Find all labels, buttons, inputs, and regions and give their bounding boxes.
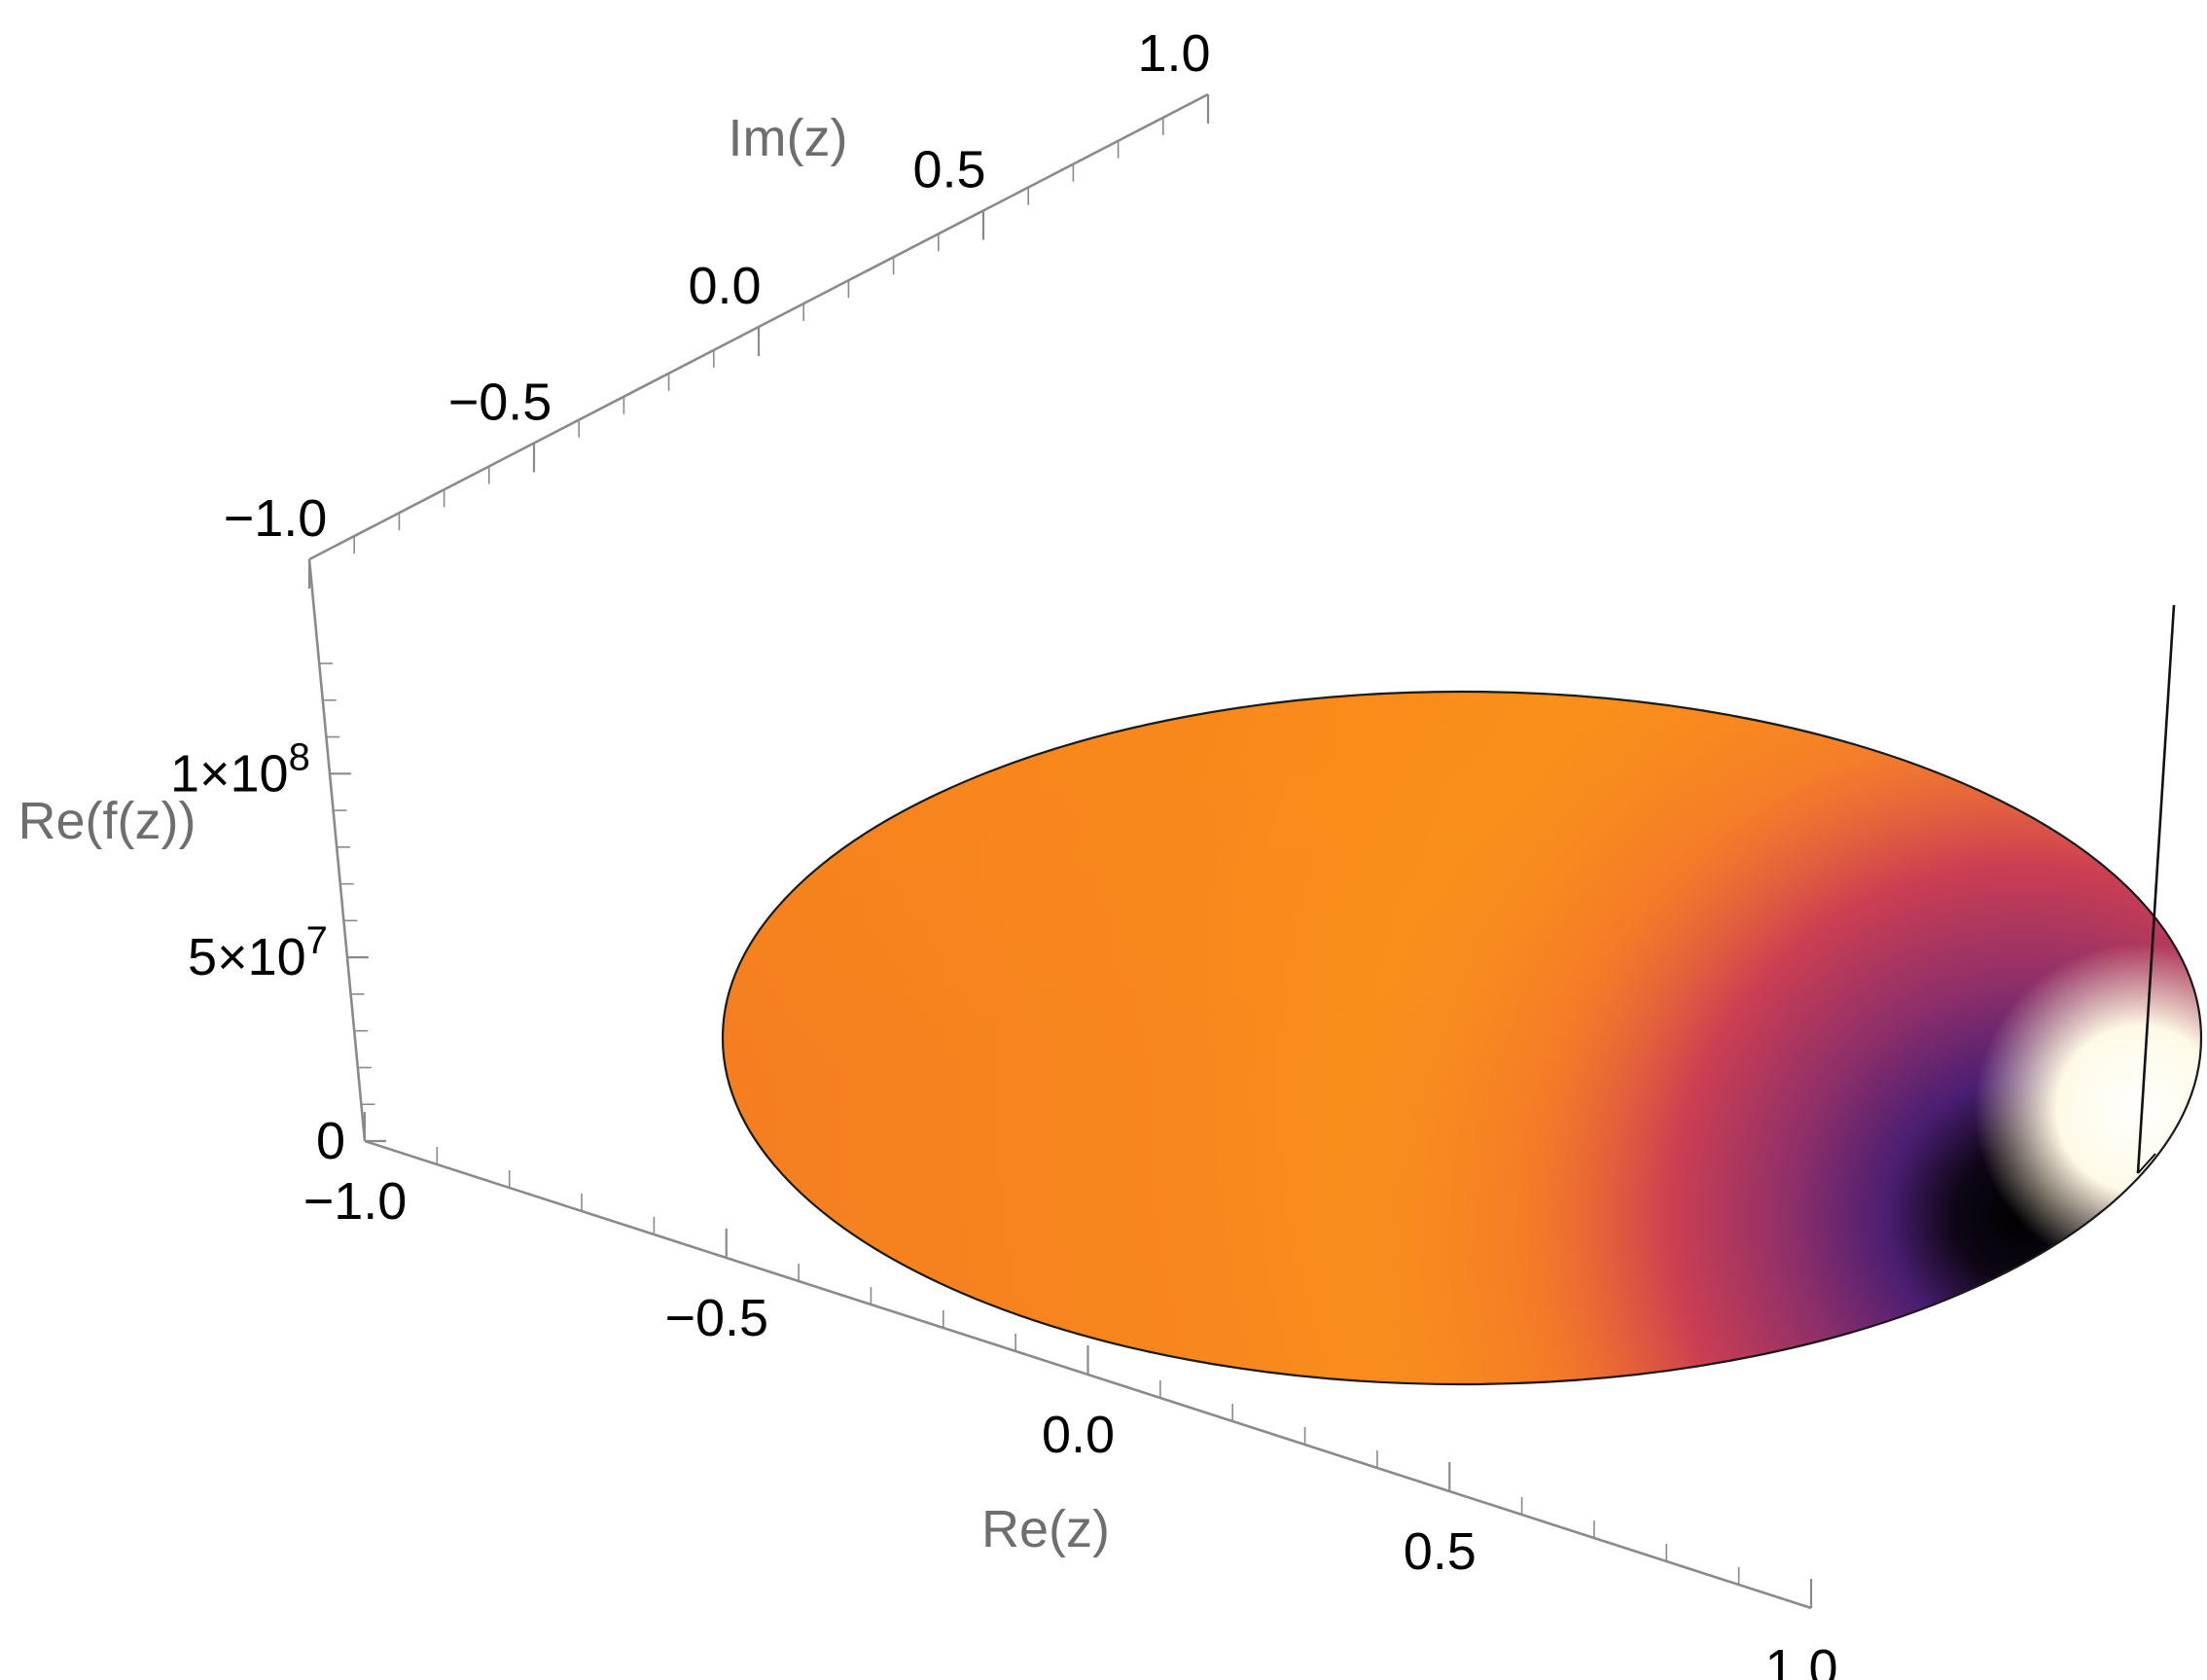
z-axis-tick-label: 0 — [316, 1112, 345, 1170]
z-axis-line — [307, 558, 367, 1142]
z-axis-title: Re(f(z)) — [18, 792, 196, 850]
x-tick-labels: −1.0 −0.5 0.0 0.5 1.0 — [303, 1172, 1838, 1680]
spike-base-edge — [2137, 1153, 2156, 1174]
y-axis-tick-label: 1.0 — [1137, 24, 1210, 83]
y-axis-title: Im(z) — [729, 109, 848, 167]
z-ticks — [319, 662, 386, 1143]
y-axis-tick-label: 0.5 — [912, 141, 985, 199]
x-axis-tick-label: 0.0 — [1042, 1406, 1115, 1464]
pole-spike — [2136, 604, 2176, 1174]
x-ticks — [363, 1112, 1813, 1608]
y-axis-tick-label: −0.5 — [448, 374, 552, 432]
axes — [307, 92, 1813, 1610]
disk-outline — [721, 690, 2203, 1386]
x-axis-title: Re(z) — [981, 1500, 1110, 1558]
y-ticks — [307, 94, 1210, 589]
x-axis-tick-label: 1.0 — [1764, 1639, 1837, 1680]
labels: Re(z) Im(z) Re(f(z)) −1.0 −0.5 0.0 0.5 1.0 −… — [18, 24, 1838, 1680]
x-axis-tick-label: −0.5 — [664, 1289, 768, 1347]
z-tick-labels: 0 5×107 1×108 — [170, 735, 345, 1170]
x-axis-tick-label: −1.0 — [303, 1172, 408, 1231]
z-axis-tick-label: 5×107 — [188, 919, 328, 986]
y-axis-tick-label: −1.0 — [224, 489, 328, 548]
x-axis-tick-label: 0.5 — [1404, 1522, 1477, 1581]
y-tick-labels: −1.0 −0.5 0.0 0.5 1.0 — [224, 24, 1211, 548]
surface-disk — [721, 604, 2203, 1386]
z-axis-tick-label: 1×108 — [170, 735, 310, 803]
y-axis-tick-label: 0.0 — [688, 257, 761, 315]
